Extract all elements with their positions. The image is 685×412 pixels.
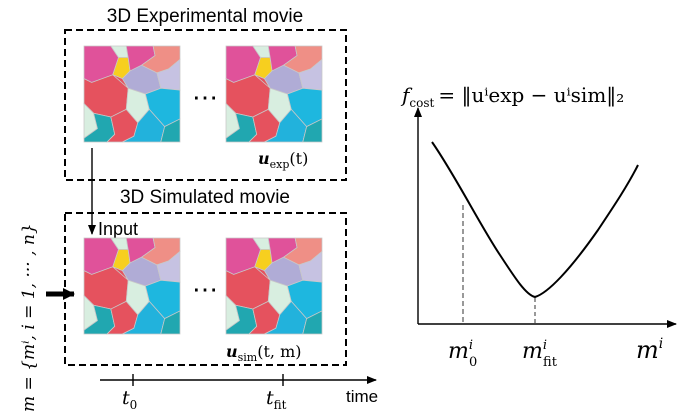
x-axis-label: mi (636, 336, 663, 364)
experimental-ellipsis: ⋯ (192, 83, 218, 113)
time-label: time (346, 387, 378, 406)
simulated-frame-first (83, 237, 181, 335)
u-exp-label: uexp(t) (258, 149, 308, 171)
simulated-movie-title: 3D Simulated movie (120, 187, 290, 208)
t0-main: t (122, 387, 130, 409)
m0-sub: 0 (469, 355, 477, 370)
parameter-vector-label: m = {mⁱ, i = 1, ··· , n} (19, 223, 39, 412)
simulated-movie-panel: 3D Simulated movie Input ⋯ usim(t, m) (64, 187, 347, 366)
simulated-ellipsis: ⋯ (192, 275, 218, 305)
m0-sup: i (469, 338, 473, 353)
experimental-movie-panel: 3D Experimental movie ⋯ uexp(t) (64, 6, 347, 181)
u-sim-sub: sim (238, 351, 258, 364)
time-axis: t0 tfit time (100, 374, 378, 412)
t0-label: t0 (122, 387, 137, 412)
simulated-frame-last (225, 237, 323, 335)
u-exp-arg: (t) (289, 149, 308, 168)
cost-formula-rhs: = ‖uⁱexp − uⁱsim‖₂ (438, 83, 624, 108)
mfit-label: mi fit (522, 338, 558, 370)
m0-main: m (448, 339, 469, 364)
u-sim-arg: (t, m) (257, 342, 301, 361)
tfit-sub: fit (274, 398, 287, 412)
x-axis-label-main: m (636, 336, 659, 364)
m0-label: mi 0 (448, 338, 477, 370)
u-exp-sub: exp (270, 158, 290, 171)
cost-formula: fcost = ‖uⁱexp − uⁱsim‖₂ (400, 83, 624, 110)
cost-plot: fcost = ‖uⁱexp − uⁱsim‖₂ mi 0 mi fit mi (400, 83, 677, 370)
u-sim-label: usim(t, m) (226, 342, 302, 364)
u-exp-main: u (258, 149, 270, 168)
x-axis-label-sup: i (659, 336, 663, 352)
cost-curve (431, 141, 639, 299)
tfit-main: t (266, 387, 274, 409)
simulated-panel-frame (64, 212, 347, 366)
tfit-label: tfit (266, 387, 287, 412)
experimental-frame-first (83, 45, 181, 143)
experimental-movie-title: 3D Experimental movie (107, 6, 303, 27)
experimental-panel-frame (64, 29, 347, 181)
u-sim-main: u (226, 342, 238, 361)
cost-f-sub: cost (409, 96, 434, 110)
input-label: Input (98, 219, 138, 239)
experimental-frame-last (225, 45, 323, 143)
mfit-main: m (522, 339, 543, 364)
mfit-sub: fit (543, 355, 558, 370)
mfit-sup: i (543, 338, 547, 353)
t0-sub: 0 (130, 398, 138, 412)
